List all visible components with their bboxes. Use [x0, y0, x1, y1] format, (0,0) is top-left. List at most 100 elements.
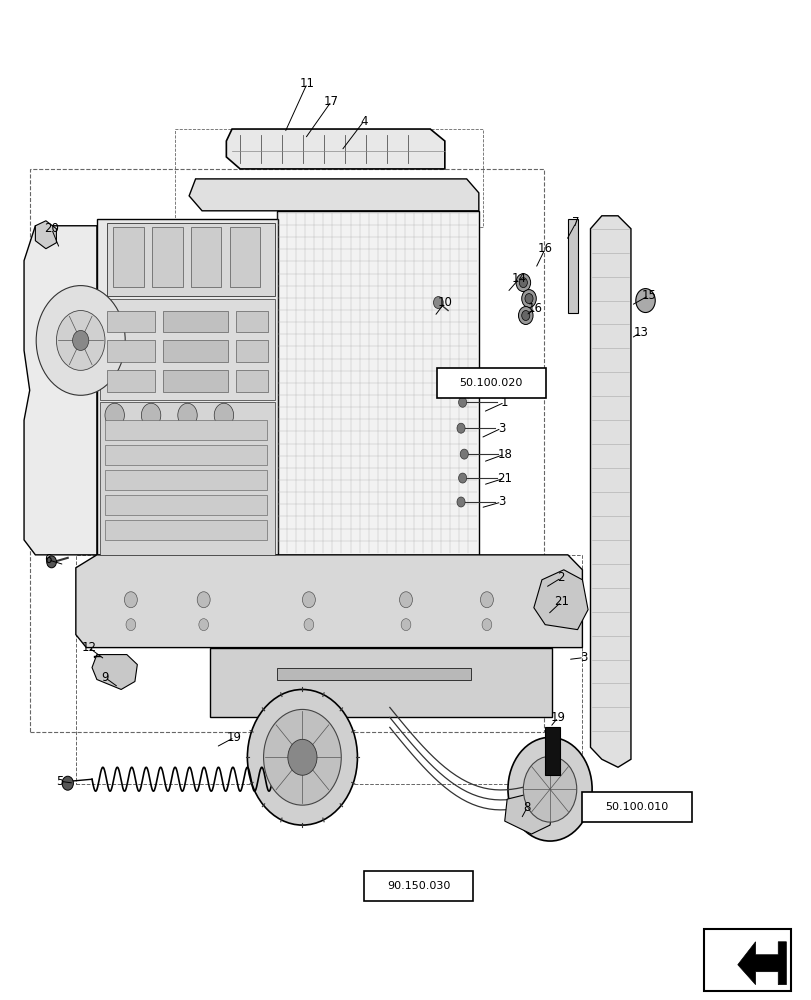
- Text: 2: 2: [557, 571, 564, 584]
- Text: 3: 3: [580, 651, 587, 664]
- Bar: [236, 311, 268, 332]
- Circle shape: [199, 619, 208, 631]
- Text: 4: 4: [360, 115, 367, 128]
- Circle shape: [635, 289, 654, 313]
- Bar: [703, 929, 790, 991]
- Circle shape: [303, 619, 313, 631]
- Bar: [106, 311, 155, 332]
- Polygon shape: [277, 211, 478, 555]
- Text: 50.100.010: 50.100.010: [605, 802, 667, 812]
- Circle shape: [126, 619, 135, 631]
- Bar: [106, 370, 155, 392]
- Polygon shape: [100, 299, 275, 400]
- Bar: [163, 311, 228, 332]
- Bar: [30, 169, 543, 732]
- Bar: [163, 370, 228, 392]
- Text: 13: 13: [633, 326, 647, 339]
- Polygon shape: [97, 219, 278, 555]
- Circle shape: [458, 473, 466, 483]
- Circle shape: [47, 556, 56, 568]
- Bar: [113, 227, 144, 287]
- Text: 19: 19: [550, 711, 565, 724]
- Text: 18: 18: [496, 448, 512, 461]
- Circle shape: [105, 403, 124, 427]
- Circle shape: [521, 290, 535, 308]
- Circle shape: [519, 278, 526, 288]
- Bar: [105, 445, 267, 465]
- Polygon shape: [189, 179, 478, 211]
- Circle shape: [401, 619, 410, 631]
- Bar: [191, 227, 221, 287]
- Polygon shape: [75, 555, 581, 648]
- Bar: [230, 227, 260, 287]
- Polygon shape: [277, 668, 470, 680]
- Circle shape: [72, 330, 88, 350]
- Circle shape: [264, 709, 341, 805]
- Polygon shape: [567, 219, 577, 313]
- Circle shape: [36, 286, 125, 395]
- Text: 90.150.030: 90.150.030: [386, 881, 449, 891]
- Text: 16: 16: [537, 242, 552, 255]
- Circle shape: [62, 776, 73, 790]
- Polygon shape: [106, 223, 275, 296]
- Text: 3: 3: [497, 495, 504, 508]
- Polygon shape: [92, 655, 137, 689]
- Text: 21: 21: [496, 472, 512, 485]
- Text: 15: 15: [641, 289, 655, 302]
- Polygon shape: [100, 402, 275, 555]
- Polygon shape: [737, 942, 785, 985]
- Circle shape: [457, 423, 465, 433]
- Bar: [236, 370, 268, 392]
- Circle shape: [458, 397, 466, 407]
- Text: 12: 12: [81, 641, 97, 654]
- Polygon shape: [504, 791, 552, 834]
- Circle shape: [197, 592, 210, 608]
- Bar: [163, 340, 228, 362]
- Bar: [581, 792, 691, 822]
- Circle shape: [287, 739, 316, 775]
- Bar: [436, 368, 545, 398]
- Circle shape: [482, 619, 491, 631]
- Text: 21: 21: [553, 595, 569, 608]
- Text: 11: 11: [299, 77, 315, 90]
- Text: 3: 3: [497, 422, 504, 435]
- Text: 14: 14: [511, 272, 526, 285]
- Circle shape: [457, 497, 465, 507]
- Bar: [236, 340, 268, 362]
- Circle shape: [141, 403, 161, 427]
- Circle shape: [524, 294, 532, 304]
- Text: 1: 1: [500, 396, 508, 409]
- Circle shape: [516, 274, 530, 292]
- Circle shape: [433, 297, 443, 309]
- Circle shape: [518, 307, 532, 324]
- Bar: [544, 727, 559, 775]
- Circle shape: [399, 592, 412, 608]
- Circle shape: [523, 756, 576, 822]
- Bar: [105, 495, 267, 515]
- Text: 20: 20: [44, 222, 59, 235]
- Text: 17: 17: [324, 95, 339, 108]
- Text: 19: 19: [226, 731, 242, 744]
- Text: 9: 9: [101, 671, 109, 684]
- Circle shape: [56, 311, 105, 370]
- Circle shape: [178, 403, 197, 427]
- Text: 7: 7: [572, 216, 579, 229]
- Text: 50.100.020: 50.100.020: [459, 378, 522, 388]
- Text: 5: 5: [56, 775, 63, 788]
- Circle shape: [124, 592, 137, 608]
- Bar: [363, 871, 473, 901]
- Bar: [105, 420, 267, 440]
- Polygon shape: [226, 129, 444, 169]
- Polygon shape: [210, 648, 551, 717]
- Text: 10: 10: [437, 296, 452, 309]
- Text: 16: 16: [527, 302, 543, 315]
- Circle shape: [521, 311, 529, 320]
- Text: 6: 6: [45, 553, 52, 566]
- Polygon shape: [533, 570, 587, 630]
- Polygon shape: [36, 221, 56, 249]
- Circle shape: [508, 737, 591, 841]
- Text: 8: 8: [523, 801, 530, 814]
- Circle shape: [302, 592, 315, 608]
- Bar: [106, 340, 155, 362]
- Polygon shape: [24, 226, 97, 555]
